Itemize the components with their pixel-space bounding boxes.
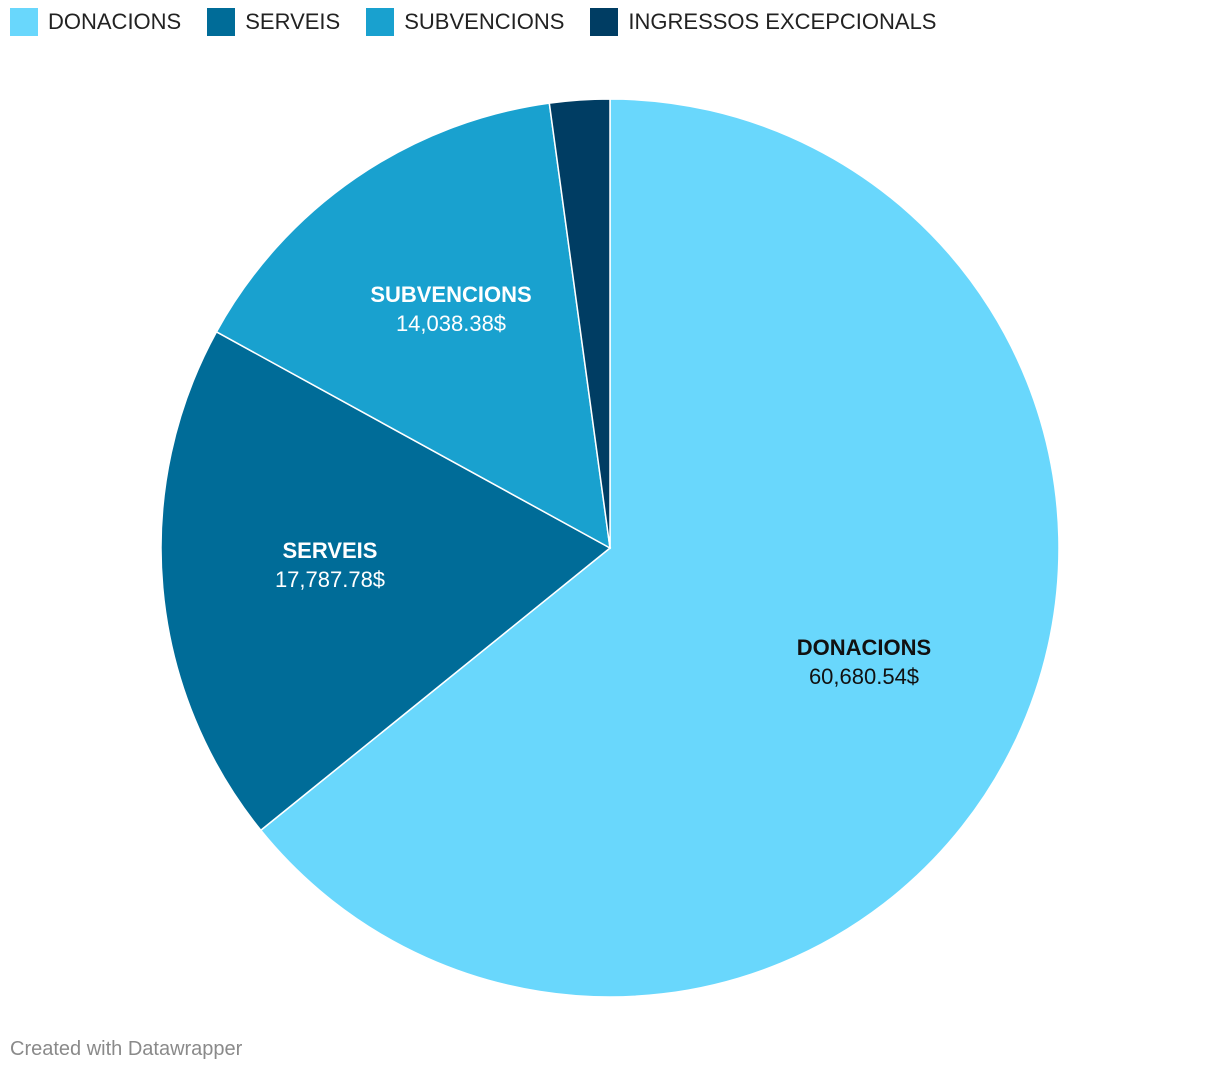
legend-label-ingressos-excepcionals: INGRESSOS EXCEPCIONALS: [628, 9, 937, 34]
legend-label-subvencions: SUBVENCIONS: [404, 9, 565, 34]
pie-slice-donacions: [259, 98, 1060, 998]
chart-legend: DONACIONS SERVEIS SUBVENCIONS INGRESSOS …: [10, 8, 962, 36]
slice-label-name-subvencions: SUBVENCIONS: [370, 282, 531, 307]
legend-item-donacions: DONACIONS: [10, 8, 181, 36]
slice-label-value-subvencions: 14,038.38$: [396, 311, 506, 336]
datawrapper-credit: Created with Datawrapper: [10, 1038, 243, 1060]
pie-slice-ingressos-excepcionals: [548, 98, 611, 549]
slice-label-value-serveis: 17,787.78$: [275, 567, 385, 592]
legend-item-ingressos-excepcionals: INGRESSOS EXCEPCIONALS: [590, 8, 936, 36]
slice-label-value-donacions: 60,680.54$: [809, 664, 919, 689]
legend-swatch-serveis: [207, 8, 236, 36]
legend-label-serveis: SERVEIS: [245, 9, 341, 34]
legend-swatch-donacions: [10, 8, 38, 36]
legend-swatch-subvencions: [366, 8, 395, 36]
legend-swatch-ingressos-excepcionals: [590, 8, 619, 36]
legend-item-subvencions: SUBVENCIONS: [366, 8, 564, 36]
legend-item-serveis: SERVEIS: [207, 8, 340, 36]
legend-label-donacions: DONACIONS: [48, 9, 182, 34]
slice-label-name-donacions: DONACIONS: [797, 635, 931, 660]
pie-slice-serveis: [160, 330, 612, 832]
pie-slice-subvencions: [215, 102, 611, 550]
slice-label-name-serveis: SERVEIS: [283, 538, 378, 563]
